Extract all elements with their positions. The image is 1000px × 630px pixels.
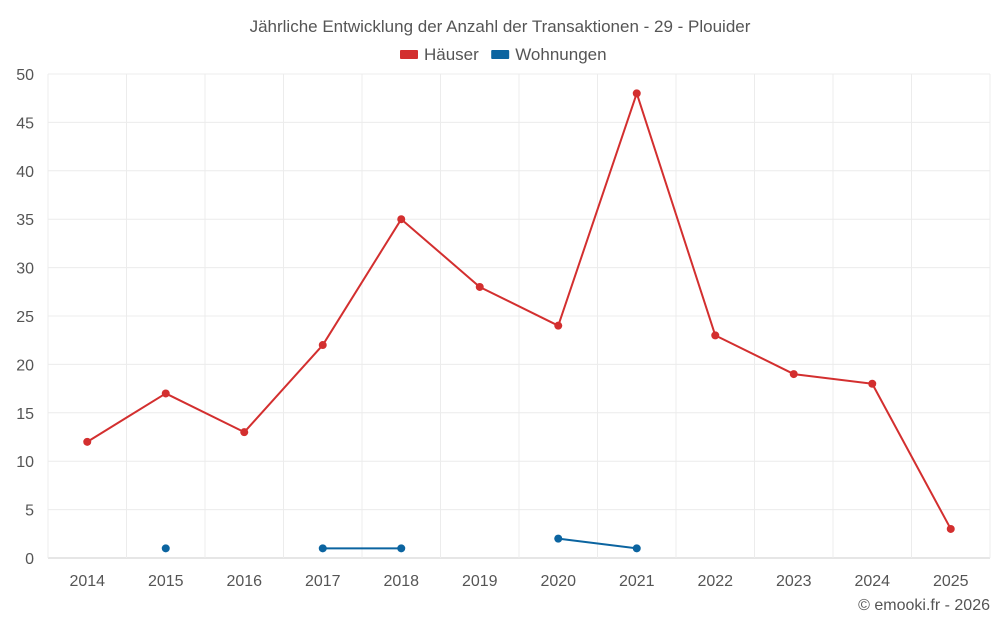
x-tick-label: 2021	[619, 573, 655, 590]
x-tick-label: 2014	[69, 573, 105, 590]
legend-label: Wohnungen	[515, 45, 606, 64]
legend-swatch	[491, 50, 510, 59]
data-point	[161, 544, 170, 553]
y-tick-label: 35	[16, 212, 34, 229]
y-axis: 0 5 10 15 20 25 30 35 40 45 50	[16, 67, 34, 568]
data-point	[789, 370, 798, 379]
data-point	[240, 428, 249, 437]
y-tick-label: 50	[16, 67, 34, 84]
x-tick-label: 2022	[697, 573, 733, 590]
data-point	[554, 534, 563, 543]
credit-text: © emooki.fr - 2026	[858, 597, 990, 614]
chart-title: Jährliche Entwicklung der Anzahl der Tra…	[250, 17, 751, 36]
y-tick-label: 15	[16, 406, 34, 423]
y-tick-label: 30	[16, 261, 34, 278]
legend-label: Häuser	[424, 45, 479, 64]
series-line	[86, 92, 952, 530]
x-tick-label: 2018	[383, 573, 419, 590]
x-tick-label: 2019	[462, 573, 498, 590]
data-point	[632, 544, 641, 553]
legend: Häuser Wohnungen	[400, 45, 607, 64]
y-tick-label: 5	[25, 503, 34, 520]
x-tick-label: 2015	[148, 573, 184, 590]
legend-swatch	[400, 50, 418, 59]
data-point	[397, 544, 406, 553]
legend-item: Wohnungen	[491, 45, 607, 64]
series-line	[558, 537, 637, 550]
data-point	[868, 379, 877, 388]
x-tick-label: 2024	[854, 573, 890, 590]
data-point	[318, 544, 327, 553]
data-point	[161, 389, 170, 398]
data-point	[711, 331, 720, 340]
data-point	[318, 341, 327, 350]
y-tick-label: 10	[16, 454, 34, 471]
data-point	[397, 215, 406, 224]
x-tick-label: 2017	[305, 573, 341, 590]
y-tick-label: 20	[16, 357, 34, 374]
data-point	[946, 524, 955, 533]
data-point	[83, 437, 92, 446]
grid	[47, 73, 991, 559]
y-tick-label: 45	[16, 115, 34, 132]
x-tick-label: 2016	[226, 573, 262, 590]
y-tick-label: 0	[25, 551, 34, 568]
x-tick-label: 2025	[933, 573, 969, 590]
series-1	[161, 534, 641, 553]
data-point	[554, 321, 563, 330]
y-tick-label: 25	[16, 309, 34, 326]
data-point	[475, 282, 484, 291]
series-0	[83, 89, 955, 533]
x-tick-label: 2020	[540, 573, 576, 590]
data-point	[632, 89, 641, 98]
x-axis: 2014 2015 2016 2017 2018 2019 2020 2021 2022 2023…	[69, 573, 968, 590]
x-tick-label: 2023	[776, 573, 812, 590]
series-layer	[83, 89, 955, 553]
y-tick-label: 40	[16, 164, 34, 181]
legend-item: Häuser	[400, 45, 479, 64]
